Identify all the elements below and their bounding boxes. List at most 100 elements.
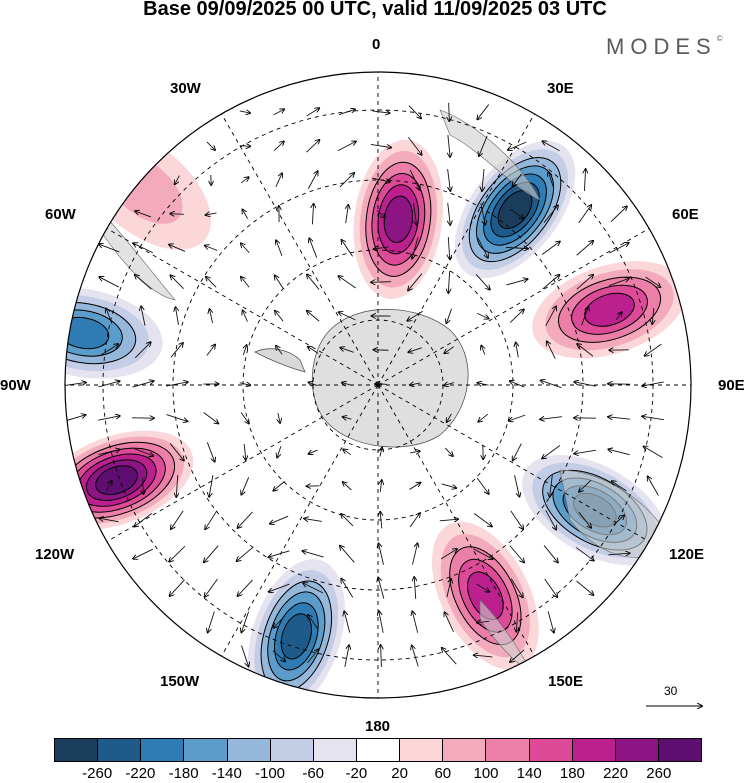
reference-vector-label: 30: [664, 684, 678, 698]
wind-vector: [473, 513, 492, 526]
wind-vector: [514, 475, 520, 496]
wind-vector: [541, 380, 562, 389]
wind-vector: [241, 243, 250, 254]
colorbar-tick-label: 20: [391, 765, 408, 782]
wind-vector: [237, 546, 254, 561]
wind-vector: [98, 449, 119, 456]
wind-vector: [440, 549, 457, 560]
wind-vector: [446, 308, 453, 324]
wind-vector: [341, 579, 354, 598]
wind-vector: [410, 451, 420, 453]
wind-vector: [510, 649, 525, 662]
wind-vector: [312, 204, 313, 225]
wind-vector: [608, 553, 629, 555]
wind-vector: [343, 417, 352, 419]
wind-vector: [409, 169, 420, 190]
wind-vector: [346, 205, 349, 224]
wind-vector: [477, 104, 490, 120]
wind-vector: [272, 650, 285, 662]
wind-vector: [444, 383, 455, 386]
wind-vector: [203, 412, 219, 423]
wind-vector: [371, 282, 392, 283]
wind-vector: [135, 211, 152, 218]
wind-vector: [576, 241, 594, 256]
colorbar-swatch: [529, 739, 573, 761]
wind-vector: [379, 611, 384, 633]
wind-vector: [574, 449, 596, 454]
colorbar-swatch: [270, 739, 314, 761]
wind-vector: [578, 511, 591, 528]
wind-vector: [579, 479, 592, 492]
wind-vector: [473, 548, 492, 559]
wind-vector: [509, 414, 526, 421]
wind-vector: [239, 383, 251, 386]
wind-vector: [545, 306, 556, 326]
wind-vector: [481, 346, 485, 355]
wind-vector: [309, 238, 318, 258]
wind-vector: [275, 311, 284, 322]
wind-vector: [475, 274, 490, 289]
wind-vector: [276, 346, 283, 355]
wind-vector: [541, 241, 560, 255]
lon-label-90e: 90E: [718, 377, 745, 394]
lon-label-90w: 90W: [0, 377, 31, 394]
wind-vector: [584, 169, 585, 192]
wind-vector: [510, 208, 523, 218]
map-boundary: [64, 71, 692, 699]
anomaly-contour-ridge-110w: [95, 465, 138, 496]
wind-vector: [608, 278, 629, 287]
wind-vector: [510, 381, 525, 388]
lon-label-120e: 120E: [669, 546, 705, 563]
wind-vector: [407, 310, 423, 321]
wind-vector: [273, 109, 284, 116]
wind-vector: [242, 209, 249, 219]
colorbar-swatch: [55, 739, 99, 761]
wind-vector: [444, 447, 453, 456]
wind-vector: [209, 309, 212, 324]
wind-vector: [370, 144, 391, 147]
wind-vector: [342, 383, 353, 386]
wind-vector: [135, 275, 152, 290]
brand-text: MODES: [606, 34, 717, 59]
wind-vector: [270, 515, 289, 524]
wind-vector: [574, 382, 596, 387]
wind-vector: [170, 579, 185, 596]
wind-vector: [642, 416, 664, 421]
wind-vector: [338, 276, 356, 289]
wind-vectors: [65, 102, 664, 667]
wind-vector: [98, 416, 120, 421]
wind-vector: [170, 275, 184, 289]
wind-vector: [408, 347, 422, 352]
wind-vector: [307, 649, 318, 664]
wind-vector: [376, 210, 385, 217]
wind-vector: [509, 309, 524, 323]
wind-vector: [648, 476, 659, 496]
wind-vector: [176, 474, 177, 497]
wind-vector: [576, 580, 594, 595]
wind-vector: [205, 578, 218, 597]
wind-vector: [506, 279, 527, 286]
wind-vector: [239, 111, 250, 113]
anomaly-contour-ridge-150e: [467, 571, 504, 621]
wind-vector: [276, 240, 283, 256]
wind-vector: [509, 545, 524, 563]
wind-vector: [510, 578, 523, 598]
wind-vector: [575, 547, 594, 560]
wind-vector: [106, 481, 111, 492]
antarctica-land: [89, 109, 671, 671]
wind-vector: [645, 276, 661, 287]
wind-vector: [645, 343, 662, 356]
colorbar-tick-label: -180: [168, 765, 199, 782]
wind-vector: [308, 615, 319, 630]
wind-vector: [447, 413, 452, 422]
wind-vector: [610, 206, 627, 222]
lon-label-60e: 60E: [672, 206, 699, 223]
wind-vector: [482, 169, 484, 191]
wind-vector: [446, 579, 451, 598]
wind-vector: [240, 412, 249, 424]
wind-vector: [439, 519, 458, 521]
wind-vector: [613, 515, 624, 526]
wind-vector: [133, 548, 154, 559]
south-africa: [439, 109, 541, 201]
wind-vector: [273, 141, 284, 151]
